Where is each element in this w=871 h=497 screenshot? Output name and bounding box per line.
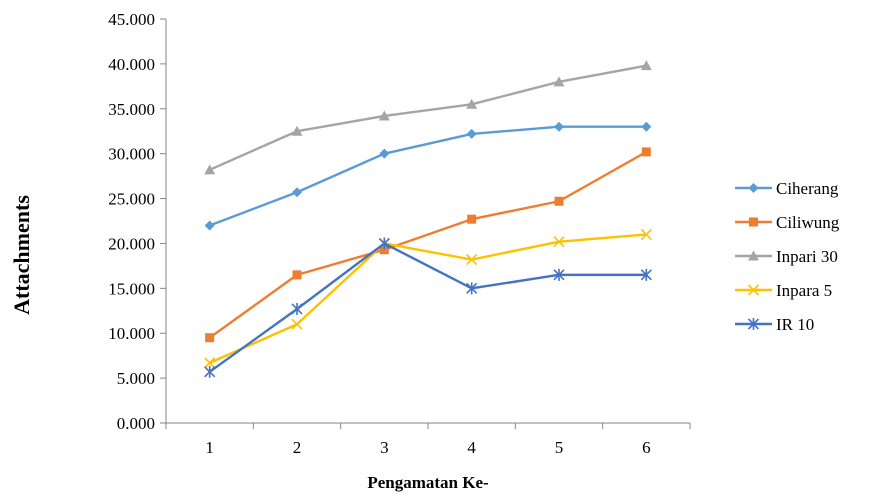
data-point-marker	[378, 110, 390, 121]
x-tick-label: 6	[642, 438, 651, 457]
data-point-marker	[378, 237, 390, 250]
data-point-marker	[748, 183, 759, 193]
series-line	[209, 233, 647, 364]
data-point-marker	[205, 333, 215, 343]
legend-item: Ciherang	[735, 179, 839, 198]
data-point-marker	[204, 365, 216, 378]
data-point-marker	[204, 357, 216, 369]
y-tick-label: 5.000	[117, 369, 155, 388]
series-inpara-5	[204, 228, 652, 369]
y-tick-label: 30.000	[108, 145, 155, 164]
data-point-marker	[291, 125, 303, 136]
x-tick-label: 4	[467, 438, 476, 457]
x-tick-label: 3	[380, 438, 389, 457]
y-tick-label: 15.000	[108, 279, 155, 298]
data-point-marker	[553, 268, 565, 281]
legend-label: IR 10	[776, 315, 814, 334]
data-point-marker	[379, 245, 389, 255]
series-line	[208, 242, 647, 373]
data-point-marker	[466, 254, 478, 266]
data-point-marker	[747, 318, 760, 330]
series-inpari-30	[204, 60, 652, 175]
data-point-marker	[640, 228, 652, 241]
data-point-marker	[466, 282, 478, 295]
y-tick-label: 10.000	[108, 324, 155, 343]
legend-item: Inpari 30	[735, 247, 838, 266]
data-point-marker	[640, 268, 652, 281]
data-point-marker	[641, 147, 651, 157]
data-point-marker	[379, 148, 390, 159]
x-tick-label: 1	[205, 438, 214, 457]
legend-item: Inpara 5	[735, 281, 832, 300]
data-point-marker	[291, 318, 303, 330]
legend-label: Inpari 30	[776, 247, 838, 266]
data-point-marker	[748, 250, 759, 261]
data-point-marker	[204, 220, 215, 231]
x-tick-label: 2	[293, 438, 302, 457]
series-ir-10	[204, 237, 652, 378]
series-line	[208, 150, 647, 339]
data-point-marker	[204, 164, 216, 175]
data-point-marker	[554, 121, 564, 132]
legend-item: IR 10	[735, 315, 814, 334]
data-point-marker	[747, 284, 760, 296]
axes	[165, 19, 690, 424]
y-axis-ticks: 0.000 5.000 10.000 15.000 20.000 25.000 30.000…	[108, 10, 166, 433]
series-ciherang	[204, 121, 652, 231]
legend-label: Ciherang	[776, 179, 839, 198]
x-axis-label: Pengamatan Ke-	[367, 473, 489, 492]
data-point-marker	[467, 214, 477, 224]
legend: Ciherang Ciliwung Inpari 30 Inpara 5 IR 10	[735, 179, 840, 334]
series-line	[209, 64, 647, 171]
data-point-marker	[466, 128, 477, 139]
legend-label: Ciliwung	[776, 213, 840, 232]
y-tick-label: 25.000	[108, 190, 155, 209]
y-tick-label: 40.000	[108, 55, 155, 74]
y-tick-label: 0.000	[117, 414, 155, 433]
series-line	[209, 125, 647, 227]
data-point-marker	[291, 302, 303, 315]
series-layer	[204, 60, 652, 378]
data-point-marker	[292, 270, 302, 280]
data-point-marker	[553, 76, 565, 87]
legend-label: Inpara 5	[776, 281, 832, 300]
series-ciliwung	[205, 147, 651, 343]
y-tick-label: 35.000	[108, 100, 155, 119]
data-point-marker	[640, 60, 652, 71]
y-axis-label: Attachments	[9, 195, 34, 315]
data-point-marker	[554, 196, 564, 206]
data-point-marker	[466, 98, 478, 109]
x-tick-label: 5	[555, 438, 564, 457]
data-point-marker	[292, 187, 302, 198]
x-axis-ticks: 1 2 3 4 5 6	[165, 423, 691, 457]
y-tick-label: 45.000	[108, 10, 155, 29]
data-point-marker	[749, 217, 758, 227]
data-point-marker	[553, 236, 565, 248]
legend-item: Ciliwung	[735, 213, 840, 232]
data-point-marker	[641, 121, 652, 132]
y-tick-label: 20.000	[108, 234, 155, 253]
